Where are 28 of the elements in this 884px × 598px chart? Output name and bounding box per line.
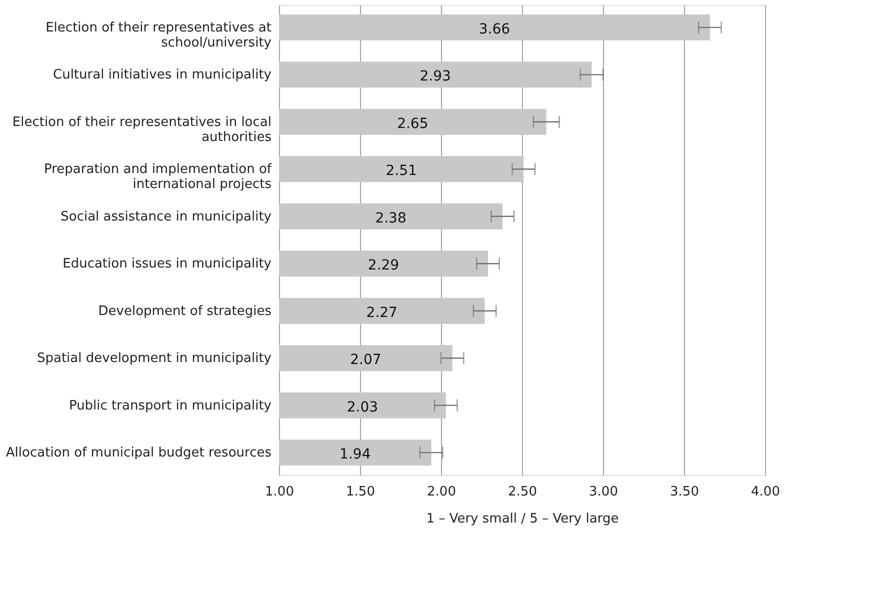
x-tick-label: 3.00 bbox=[589, 484, 618, 500]
x-tick-label: 2.50 bbox=[508, 484, 537, 500]
data-label: 2.29 bbox=[368, 258, 400, 274]
data-label: 2.93 bbox=[420, 68, 451, 85]
y-tick-label: Development of strategies bbox=[98, 304, 272, 319]
y-tick-label: Social assistance in municipality bbox=[60, 209, 272, 224]
y-tick-label: Public transport in municipality bbox=[68, 398, 272, 414]
data-label: 1.94 bbox=[340, 446, 371, 463]
x-axis-title: 1 – Very small / 5 – Very large bbox=[426, 512, 619, 526]
data-label: 2.65 bbox=[397, 116, 428, 132]
x-tick-label: 2.00 bbox=[427, 484, 456, 500]
data-label: 2.07 bbox=[350, 352, 382, 368]
data-label: 2.51 bbox=[386, 163, 417, 180]
y-tick-label: Cultural initiatives in municipality bbox=[53, 68, 272, 83]
y-tick-label: Preparation and implementation of international projects bbox=[44, 162, 272, 192]
y-tick-label: Education issues in municipality bbox=[62, 256, 272, 272]
x-tick-label: 4.00 bbox=[751, 484, 780, 500]
data-label: 3.66 bbox=[478, 21, 510, 38]
y-tick-label: Election of their representatives at school/university bbox=[46, 20, 272, 50]
data-label: 2.27 bbox=[366, 304, 398, 321]
data-label: 2.03 bbox=[346, 399, 378, 416]
y-tick-label: Election of their representatives in local authorities bbox=[12, 114, 272, 145]
x-tick-label: 3.50 bbox=[670, 484, 699, 500]
y-tick-label: Allocation of municipal budget resources bbox=[6, 446, 272, 461]
y-tick-label: Spatial development in municipality bbox=[36, 351, 272, 366]
x-tick-label: 1.50 bbox=[346, 484, 375, 500]
data-label: 2.38 bbox=[375, 210, 406, 226]
x-tick-label: 1.00 bbox=[265, 484, 294, 500]
